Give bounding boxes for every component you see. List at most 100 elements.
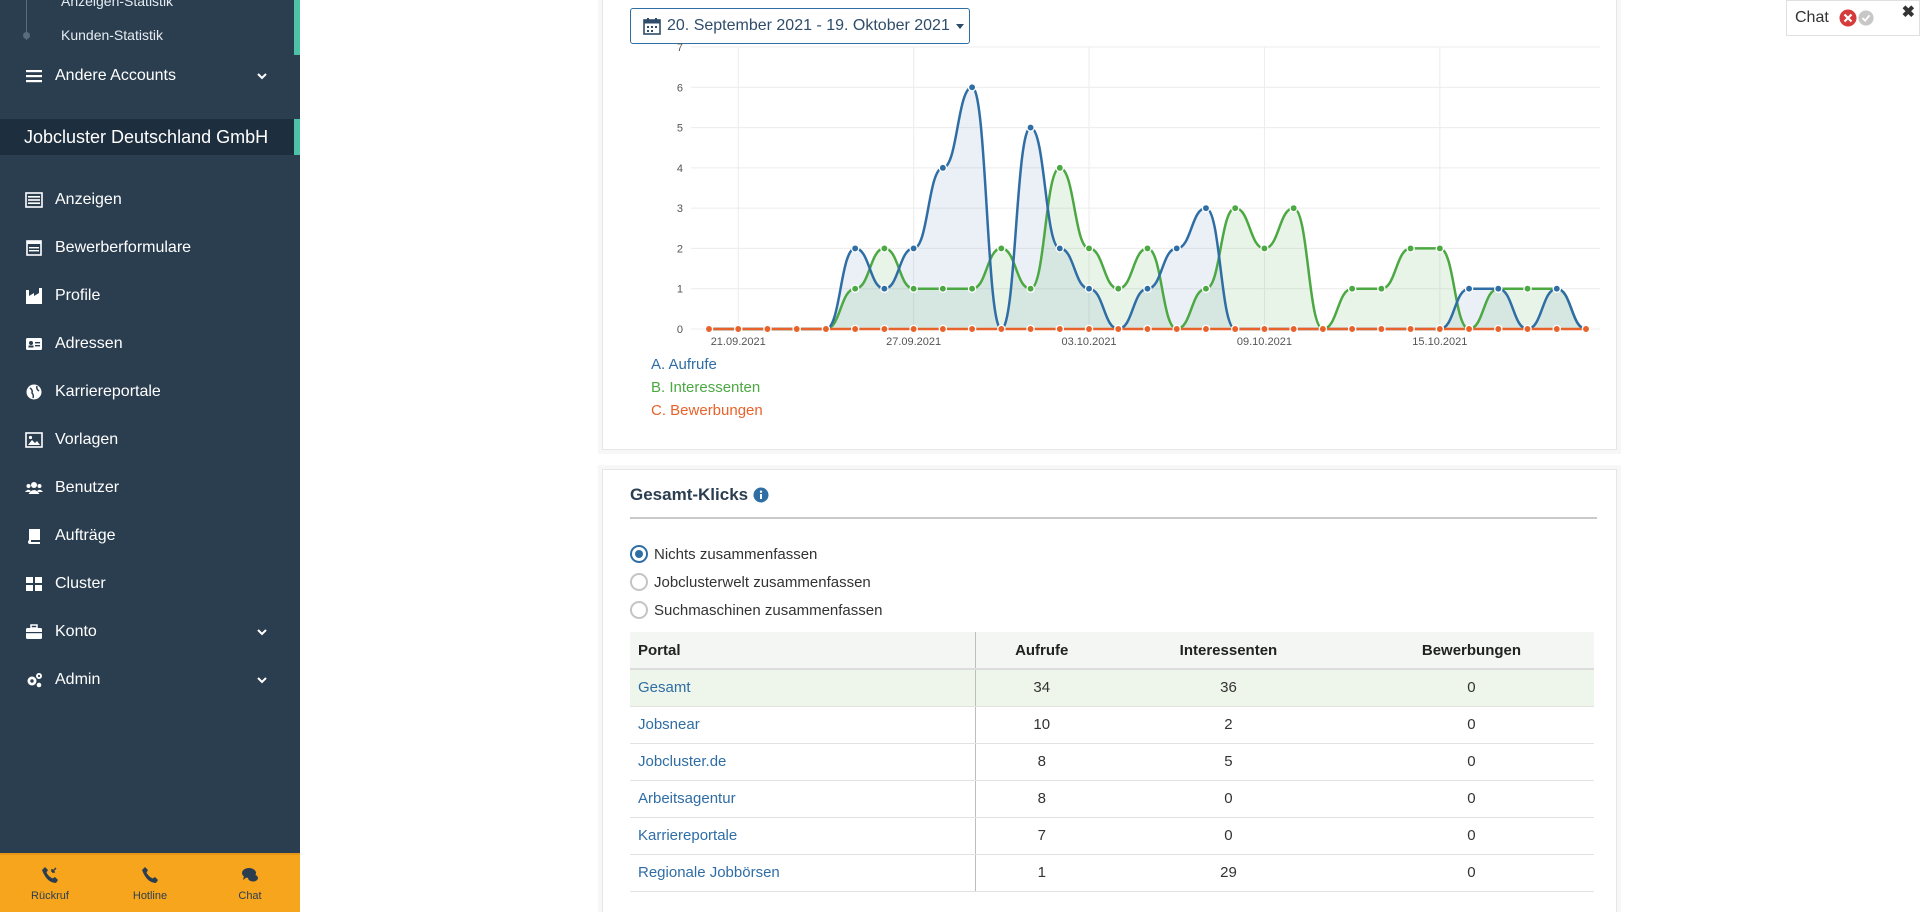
chat-widget-label: Chat xyxy=(1795,9,1829,26)
data-point xyxy=(967,284,977,293)
date-range-label: 20. September 2021 - 19. Oktober 2021 xyxy=(667,17,950,34)
data-point xyxy=(1552,324,1562,334)
data-point xyxy=(1581,324,1591,334)
active-indicator xyxy=(294,0,300,55)
cell-aufrufe: 34 xyxy=(975,669,1108,707)
sidebar-item-karriereportale[interactable]: Karriereportale xyxy=(0,372,300,412)
portal-link[interactable]: Arbeitsagentur xyxy=(630,780,976,818)
date-range-button[interactable]: 20. September 2021 - 19. Oktober 2021 xyxy=(630,8,970,44)
sidebar-item-cluster[interactable]: Cluster xyxy=(0,564,300,604)
sidebar-item-other-accounts[interactable]: Andere Accounts xyxy=(0,56,300,96)
cell-bewerbungen: 0 xyxy=(1348,669,1594,707)
hotline-button[interactable]: Hotline xyxy=(100,855,200,912)
y-tick-label: 6 xyxy=(677,82,683,94)
legend-aufrufe[interactable]: A. Aufrufe xyxy=(651,356,717,373)
table-row-total: Gesamt 34 36 0 xyxy=(630,669,1594,707)
header-aufrufe[interactable]: Aufrufe xyxy=(975,632,1108,670)
cell-aufrufe: 10 xyxy=(975,706,1108,744)
data-point xyxy=(938,324,948,334)
sidebar-item-vorlagen[interactable]: Vorlagen xyxy=(0,420,300,460)
sidebar-item-profile[interactable]: Profile xyxy=(0,276,300,316)
data-point xyxy=(1347,324,1357,334)
list-icon xyxy=(24,190,44,210)
sidebar-item-label: Anzeigen xyxy=(55,191,122,208)
portal-link[interactable]: Gesamt xyxy=(630,669,976,707)
data-point xyxy=(880,284,889,293)
callback-button[interactable]: Rückruf xyxy=(0,855,100,912)
sidebar-item-bewerberformulare[interactable]: Bewerberformulare xyxy=(0,228,300,268)
cell-bewerbungen: 0 xyxy=(1348,854,1594,892)
data-point xyxy=(1201,324,1211,334)
x-tick-label: 15.10.2021 xyxy=(1412,336,1467,348)
data-point xyxy=(1406,324,1415,334)
x-tick-label: 21.09.2021 xyxy=(711,336,766,348)
cell-interessenten: 5 xyxy=(1107,743,1349,781)
portal-link[interactable]: Regionale Jobbörsen xyxy=(630,854,976,892)
legend-bewerbungen[interactable]: C. Bewerbungen xyxy=(651,402,763,419)
contact-bar: Rückruf Hotline Chat xyxy=(0,853,300,912)
data-point xyxy=(821,324,831,334)
table-row: Jobsnear 10 2 0 xyxy=(630,706,1594,744)
portal-link[interactable]: Karriereportale xyxy=(630,817,976,855)
cell-interessenten: 29 xyxy=(1107,854,1349,892)
header-interessenten[interactable]: Interessenten xyxy=(1107,632,1349,670)
data-point xyxy=(1114,324,1123,334)
sidebar-item-benutzer[interactable]: Benutzer xyxy=(0,468,300,508)
data-point xyxy=(1406,244,1415,253)
radio-jobclusterwelt[interactable]: Jobclusterwelt zusammenfassen xyxy=(630,573,871,591)
header-portal[interactable]: Portal xyxy=(630,632,976,670)
radio-button[interactable] xyxy=(630,601,648,619)
sidebar-item-adressen[interactable]: Adressen xyxy=(0,324,300,364)
portal-link[interactable]: Jobsnear xyxy=(630,706,976,744)
chat-button[interactable]: Chat xyxy=(200,855,300,912)
data-point xyxy=(1464,324,1474,334)
portal-link[interactable]: Jobcluster.de xyxy=(630,743,976,781)
sub-tree-dot xyxy=(23,32,30,39)
y-tick-label: 7 xyxy=(677,42,683,54)
line-chart: 0 1 2 3 4 5 6 7 21.09.2021 27.09.2021 03.10.2021 09… xyxy=(677,42,1600,348)
data-point xyxy=(850,244,860,253)
sidebar-item-konto[interactable]: Konto xyxy=(0,612,300,652)
data-point xyxy=(1055,324,1065,334)
data-point xyxy=(1230,324,1240,334)
x-tick-label: 03.10.2021 xyxy=(1062,336,1117,348)
radio-suchmaschinen[interactable]: Suchmaschinen zusammenfassen xyxy=(630,601,882,619)
radio-button[interactable] xyxy=(630,573,648,591)
sidebar-item-label: Profile xyxy=(55,287,101,304)
sidebar-item-label: Benutzer xyxy=(55,479,120,496)
y-tick-label: 1 xyxy=(677,284,683,296)
chat-widget[interactable]: Chat ✖ xyxy=(1786,0,1920,36)
data-point xyxy=(1172,244,1181,253)
radio-nichts[interactable]: Nichts zusammenfassen xyxy=(630,545,817,563)
table-header-row: Portal Aufrufe Interessenten Bewerbungen xyxy=(630,632,1594,670)
data-point xyxy=(763,324,772,334)
table-row: Jobcluster.de 8 5 0 xyxy=(630,743,1594,781)
info-icon[interactable] xyxy=(753,487,769,503)
data-point xyxy=(1289,324,1298,334)
sidebar-sub-item-anzeigen-statistik[interactable]: Anzeigen-Statistik xyxy=(61,0,174,9)
sidebar-item-admin[interactable]: Admin xyxy=(0,660,300,700)
account-indicator xyxy=(294,119,300,155)
radio-label: Jobclusterwelt zusammenfassen xyxy=(654,573,871,591)
table-row: Regionale Jobbörsen 1 29 0 xyxy=(630,854,1594,892)
data-point xyxy=(938,163,948,173)
data-point xyxy=(1172,324,1181,334)
close-icon[interactable]: ✖ xyxy=(1901,4,1915,21)
data-point xyxy=(850,284,860,293)
header-bewerbungen[interactable]: Bewerbungen xyxy=(1348,632,1594,670)
table-row: Karriereportale 7 0 0 xyxy=(630,817,1594,855)
radio-button-checked[interactable] xyxy=(630,545,648,563)
data-point xyxy=(909,244,918,253)
legend-interessenten[interactable]: B. Interessenten xyxy=(651,379,761,396)
sidebar-item-anzeigen[interactable]: Anzeigen xyxy=(0,180,300,220)
data-point xyxy=(1435,324,1445,334)
data-point xyxy=(733,324,743,334)
data-point xyxy=(1026,324,1035,334)
sidebar-item-label: Bewerberformulare xyxy=(55,239,192,256)
account-name: Jobcluster Deutschland GmbH xyxy=(0,119,300,155)
phone-callback-icon xyxy=(42,866,58,883)
sidebar-item-auftraege[interactable]: Aufträge xyxy=(0,516,300,556)
chart-panel: 20. September 2021 - 19. Oktober 2021 0 1… xyxy=(602,0,1617,450)
sidebar-sub-item-kunden-statistik[interactable]: Kunden-Statistik xyxy=(61,27,163,43)
chat-status-icon xyxy=(1858,10,1874,26)
